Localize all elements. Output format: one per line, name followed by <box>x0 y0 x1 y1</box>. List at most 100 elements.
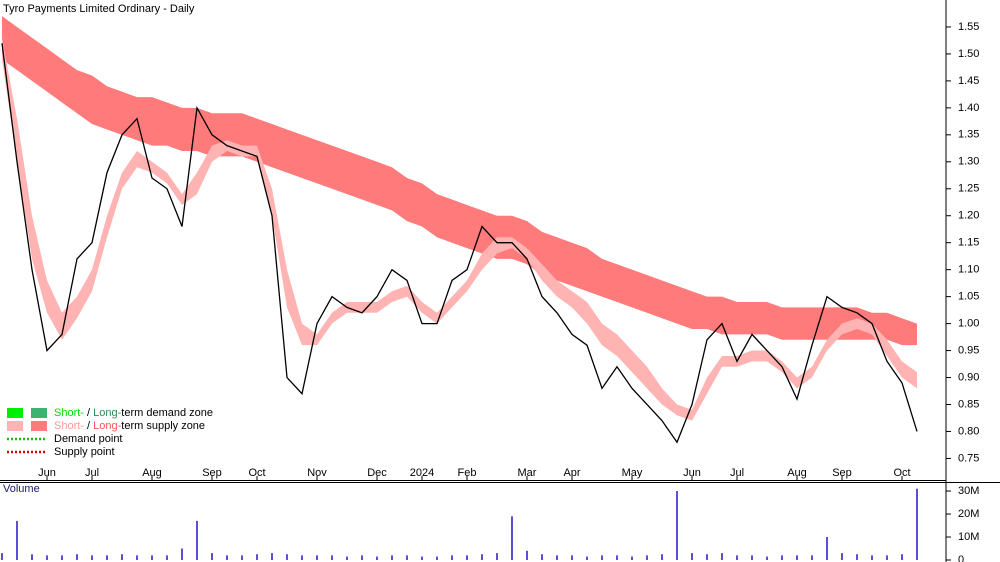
y-tick-label: 0.75 <box>958 452 979 464</box>
y-tick-label: 10M <box>958 531 979 543</box>
zone-band <box>2 16 917 346</box>
volume-bar <box>166 555 168 560</box>
y-tick-label: 0.85 <box>958 398 979 410</box>
volume-bar <box>736 555 738 560</box>
volume-bar <box>721 553 723 560</box>
x-tick-label: Feb <box>458 467 477 479</box>
volume-bar <box>586 556 588 560</box>
legend-text: / <box>84 407 93 419</box>
volume-bar <box>901 554 903 560</box>
legend-swatch <box>31 408 47 418</box>
legend-text: Short- <box>54 407 84 419</box>
volume-bar <box>256 554 258 560</box>
x-tick-label: 2024 <box>410 467 434 479</box>
volume-bar <box>616 555 618 560</box>
volume-bar <box>691 553 693 560</box>
volume-bar <box>346 556 348 560</box>
volume-bar <box>451 555 453 560</box>
legend-swatch <box>7 421 23 431</box>
volume-title: Volume <box>3 483 40 495</box>
volume-bar <box>436 556 438 560</box>
x-tick-label: Sep <box>202 467 222 479</box>
legend-text: Supply point <box>54 446 115 458</box>
volume-bar <box>856 554 858 560</box>
volume-bar <box>631 556 633 560</box>
volume-bar <box>61 555 63 560</box>
legend-label: Short- / Long-term demand zone <box>54 407 213 419</box>
y-tick-label: 1.50 <box>958 48 979 60</box>
volume-bar <box>781 555 783 560</box>
y-tick-label: 1.45 <box>958 75 979 87</box>
volume-bar <box>646 555 648 560</box>
volume-bar <box>481 554 483 560</box>
volume-bar <box>46 555 48 560</box>
y-tick-label: 1.10 <box>958 264 979 276</box>
x-tick-label: Oct <box>248 467 265 479</box>
volume-bar <box>871 555 873 560</box>
legend-text: Short- <box>54 420 84 432</box>
legend-text: Long- <box>93 420 121 432</box>
y-tick-label: 1.35 <box>958 129 979 141</box>
volume-bar <box>601 555 603 560</box>
x-tick-label: Jun <box>38 467 56 479</box>
volume-bar <box>331 555 333 560</box>
volume-bar <box>196 520 198 560</box>
price-line <box>1 43 918 444</box>
legend-label: Demand point <box>54 433 123 445</box>
x-tick-label: Sep <box>832 467 852 479</box>
volume-bar <box>571 555 573 560</box>
volume-bar <box>706 554 708 560</box>
chart-title: Tyro Payments Limited Ordinary - Daily <box>3 3 195 15</box>
volume-bar <box>31 554 33 560</box>
volume-bar <box>766 556 768 560</box>
y-tick-label: 20M <box>958 508 979 520</box>
volume-bar <box>661 554 663 560</box>
volume-bar <box>121 554 123 560</box>
volume-bar <box>496 553 498 560</box>
volume-bar <box>91 555 93 560</box>
legend-text: / <box>84 420 93 432</box>
volume-bar <box>676 491 678 560</box>
volume-bar <box>421 556 423 560</box>
x-tick-label: Mar <box>518 467 537 479</box>
y-tick-label: 0 <box>958 554 964 562</box>
y-tick-label: 1.30 <box>958 156 979 168</box>
volume-bar <box>511 516 513 560</box>
volume-bar <box>556 555 558 560</box>
volume-bar <box>361 555 363 560</box>
volume-bar <box>211 553 213 560</box>
volume-bar <box>106 555 108 560</box>
volume-bar <box>391 555 393 560</box>
legend-text: term demand zone <box>121 407 213 419</box>
volume-bar <box>841 553 843 560</box>
volume-bar <box>136 555 138 560</box>
y-tick-label: 1.25 <box>958 183 979 195</box>
volume-bar <box>526 550 528 560</box>
y-tick-label: 1.15 <box>958 237 979 249</box>
legend-text: Long- <box>93 407 121 419</box>
volume-bar <box>181 548 183 560</box>
volume-bar <box>286 554 288 560</box>
volume-bar <box>406 555 408 560</box>
volume-bar <box>301 555 303 560</box>
volume-bar <box>541 554 543 560</box>
y-tick-label: 0.80 <box>958 425 979 437</box>
volume-bar <box>16 520 18 560</box>
legend-label: Short- / Long-term supply zone <box>54 420 205 432</box>
legend-label: Supply point <box>54 446 115 458</box>
y-tick-label: 0.95 <box>958 344 979 356</box>
legend-text: term supply zone <box>121 420 205 432</box>
price-panel <box>1 16 918 444</box>
y-tick-label: 1.40 <box>958 102 979 114</box>
volume-bar <box>811 555 813 560</box>
volume-bar <box>271 553 273 560</box>
x-tick-label: Jun <box>683 467 701 479</box>
x-tick-label: Aug <box>787 467 807 479</box>
volume-bar <box>826 537 828 560</box>
x-tick-label: Jul <box>730 467 744 479</box>
volume-bar <box>751 555 753 560</box>
x-tick-label: Nov <box>307 467 327 479</box>
y-tick-label: 0.90 <box>958 371 979 383</box>
volume-bar <box>376 556 378 560</box>
